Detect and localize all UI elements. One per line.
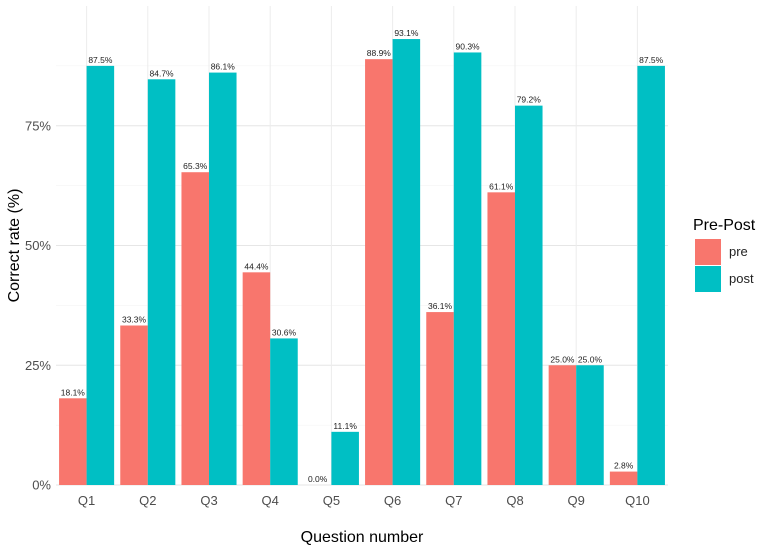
data-label-post-q4: 30.6% xyxy=(272,327,297,337)
bar-pre-q7 xyxy=(426,312,454,485)
x-tick-label: Q10 xyxy=(625,493,650,508)
legend-label-post: post xyxy=(729,271,754,286)
legend-title: Pre-Post xyxy=(693,217,756,234)
y-tick-label: 25% xyxy=(25,358,51,373)
bar-pre-q9 xyxy=(548,365,577,485)
bar-post-q10 xyxy=(637,65,665,485)
data-label-pre-q7: 36.1% xyxy=(428,301,453,311)
y-axis: 0% 25% 50% 75% xyxy=(25,118,51,492)
x-tick-label: Q2 xyxy=(139,493,156,508)
y-axis-title: Correct rate (%) xyxy=(6,189,23,303)
data-label-post-q3: 86.1% xyxy=(211,62,236,72)
data-label-post-q2: 84.7% xyxy=(150,68,175,78)
x-tick-label: Q8 xyxy=(506,493,523,508)
data-label-pre-q3: 65.3% xyxy=(183,161,208,171)
bar-post-q1 xyxy=(86,65,115,485)
data-label-pre-q1: 18.1% xyxy=(61,387,86,397)
data-label-post-q7: 90.3% xyxy=(456,41,481,51)
bar-post-q8 xyxy=(515,105,543,485)
bar-pre-q4 xyxy=(242,272,271,485)
data-label-pre-q10: 2.8% xyxy=(614,461,634,471)
bar-post-q6 xyxy=(392,39,421,486)
bar-pre-q8 xyxy=(487,192,515,485)
bar-pre-q3 xyxy=(181,172,209,485)
data-label-post-q9: 25.0% xyxy=(578,354,603,364)
y-tick-label: 75% xyxy=(25,118,51,133)
x-tick-label: Q6 xyxy=(384,493,401,508)
x-tick-label: Q9 xyxy=(568,493,585,508)
legend-label-pre: pre xyxy=(729,244,748,259)
legend-key-post xyxy=(695,266,721,292)
x-tick-label: Q3 xyxy=(200,493,217,508)
data-labels: 18.1% 87.5% 33.3% 84.7% 65.3% 86.1% 44.4% 30.6%… xyxy=(61,28,664,484)
data-label-post-q6: 93.1% xyxy=(394,28,419,38)
bar-post-q9 xyxy=(576,365,604,485)
data-label-post-q10: 87.5% xyxy=(639,55,664,65)
y-tick-label: 50% xyxy=(25,238,51,253)
x-tick-label: Q1 xyxy=(78,493,95,508)
data-label-pre-q6: 88.9% xyxy=(367,48,392,58)
x-tick-label: Q5 xyxy=(323,493,340,508)
data-label-pre-q4: 44.4% xyxy=(244,261,269,271)
legend-key-pre xyxy=(695,239,721,265)
data-label-pre-q9: 25.0% xyxy=(550,354,575,364)
data-label-pre-q5: 0.0% xyxy=(308,474,328,484)
bar-pre-q2 xyxy=(120,325,148,485)
bar-post-q7 xyxy=(453,52,482,485)
data-label-post-q5: 11.1% xyxy=(333,421,357,431)
x-tick-label: Q4 xyxy=(262,493,279,508)
bar-pre-q1 xyxy=(59,398,87,485)
data-label-post-q8: 79.2% xyxy=(517,95,542,105)
bar-pre-q10 xyxy=(609,471,638,485)
data-label-pre-q2: 33.3% xyxy=(122,314,147,324)
bar-post-q5 xyxy=(331,431,359,485)
data-label-post-q1: 87.5% xyxy=(88,55,113,65)
x-tick-label: Q7 xyxy=(445,493,462,508)
data-label-pre-q8: 61.1% xyxy=(489,181,514,191)
x-axis-title: Question number xyxy=(301,529,424,545)
bar-post-q3 xyxy=(209,72,237,486)
y-tick-label: 0% xyxy=(32,478,51,493)
legend: Pre-Post pre post xyxy=(693,217,756,292)
bars xyxy=(59,39,665,486)
bar-post-q2 xyxy=(147,79,176,486)
bar-pre-q6 xyxy=(365,59,393,485)
bar-post-q4 xyxy=(270,338,298,485)
x-axis: Q1 Q2 Q3 Q4 Q5 Q6 Q7 Q8 Q9 Q10 xyxy=(78,493,650,508)
